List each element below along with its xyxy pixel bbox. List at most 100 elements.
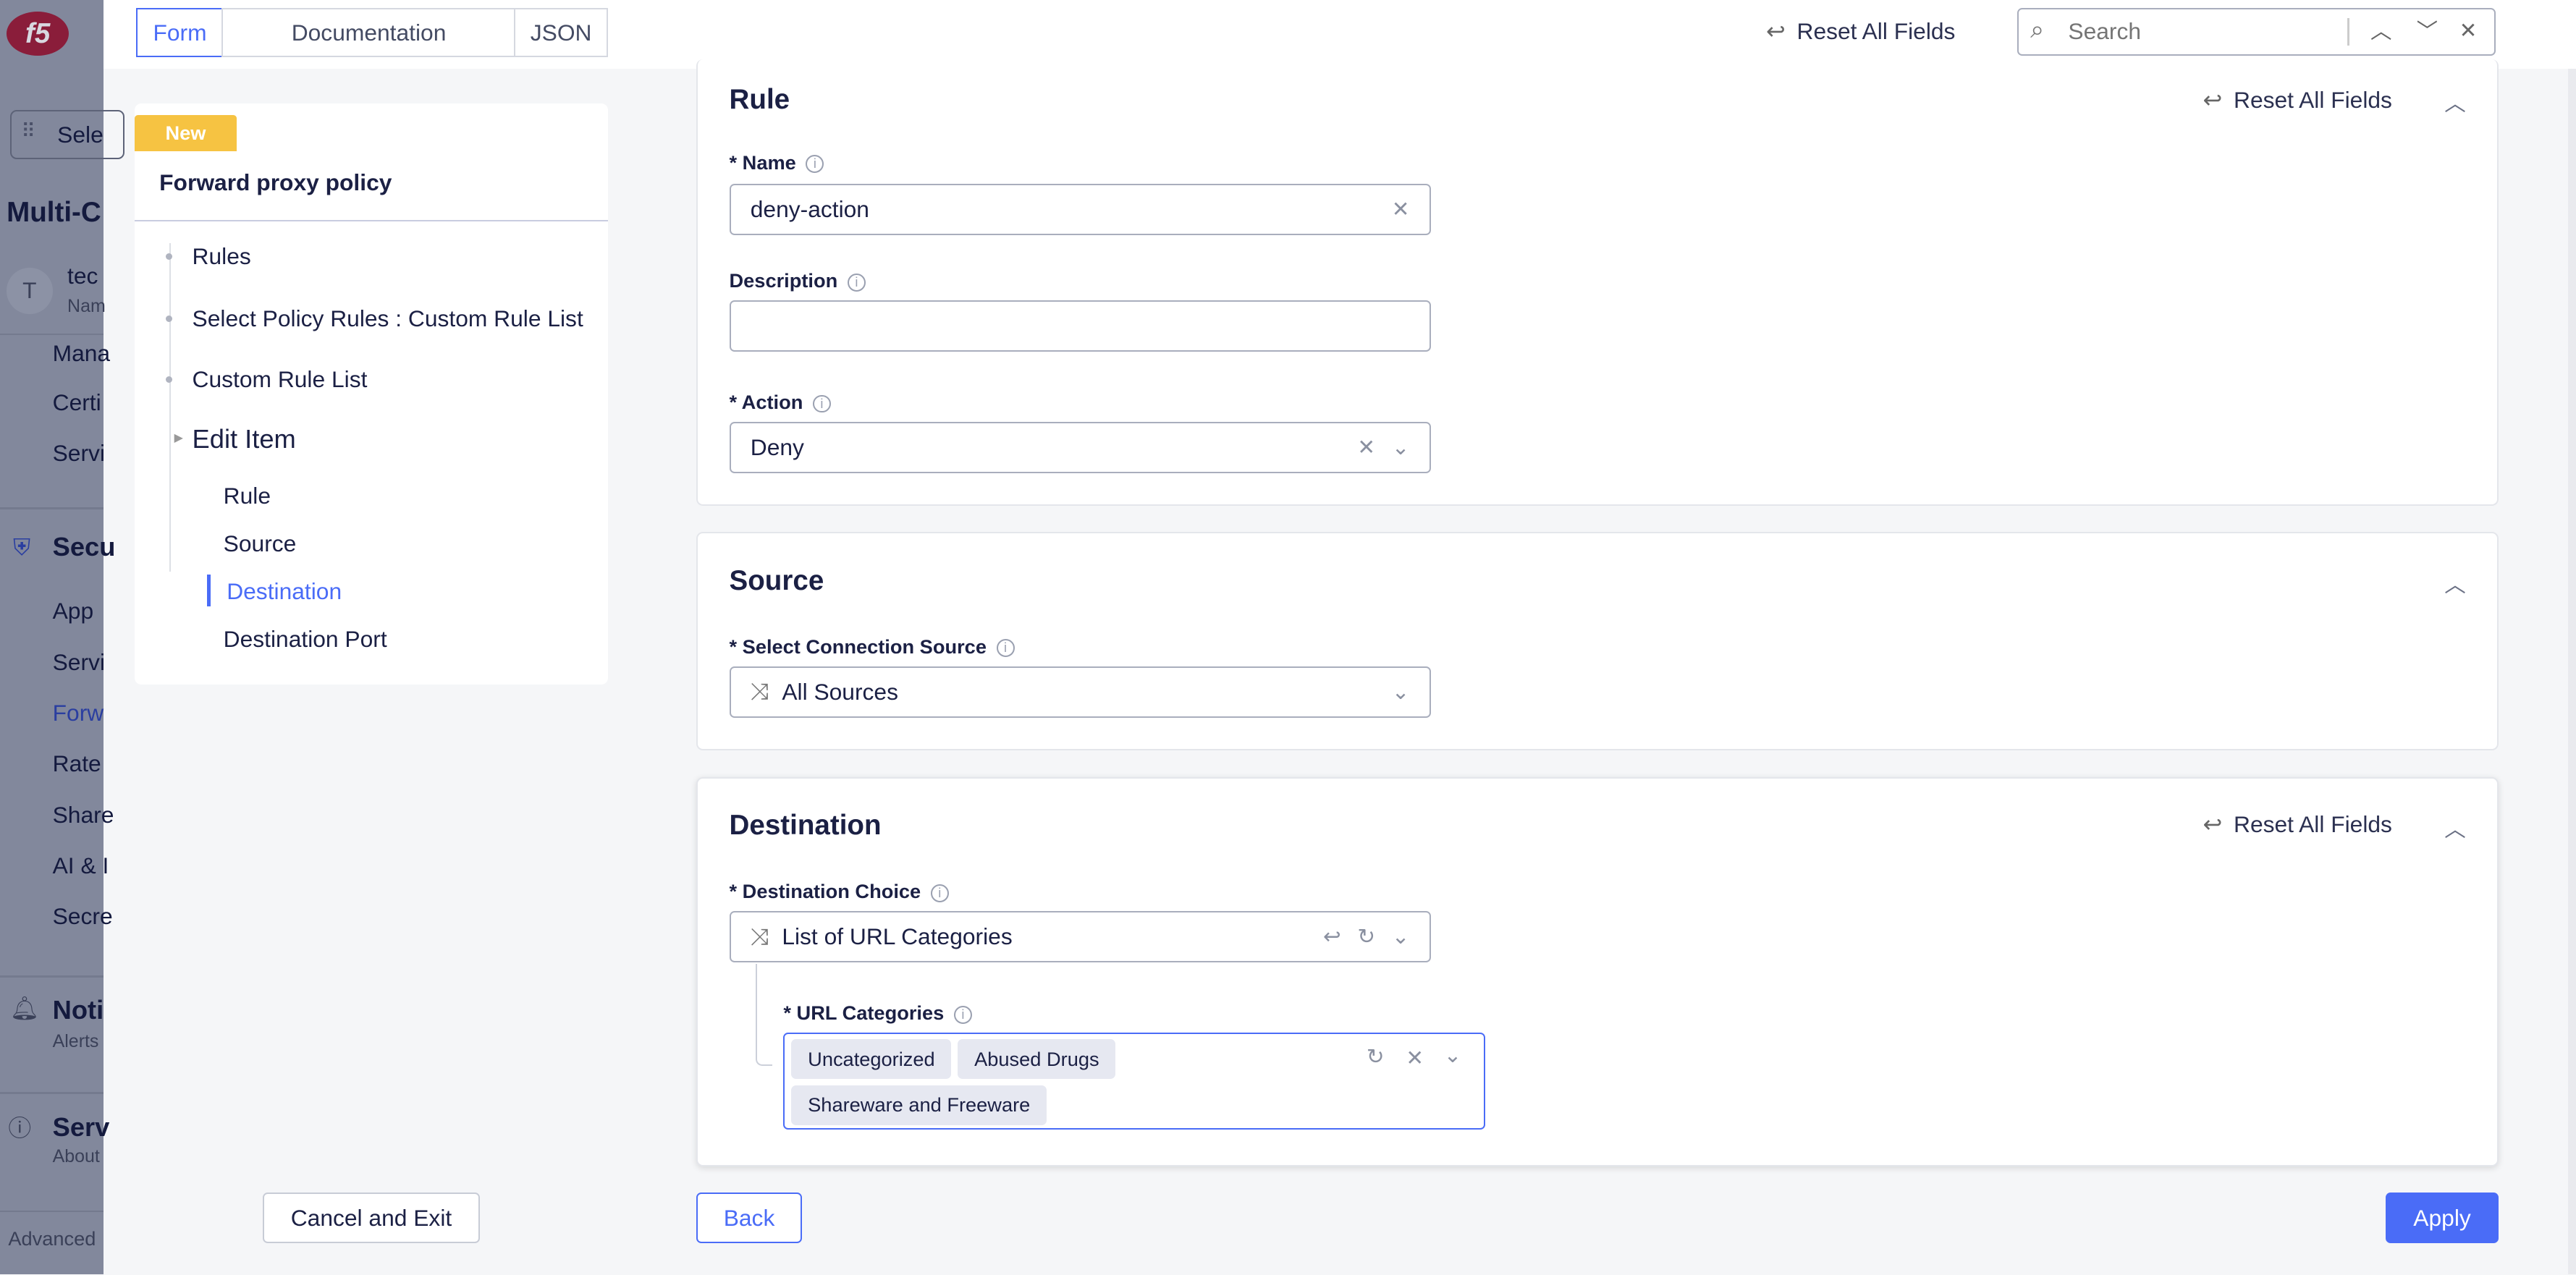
section-title: Rule — [729, 83, 790, 115]
action-select[interactable]: Deny ✕ ⌄ — [729, 422, 1431, 473]
nav-item-select-policy-rules[interactable]: Select Policy Rules : Custom Rule List — [192, 305, 583, 332]
sidebar-item[interactable]: Servi — [52, 648, 105, 675]
search-box[interactable]: ⌕ ︿ ﹀ ✕ — [2017, 8, 2496, 56]
clear-icon[interactable]: ✕ — [1357, 436, 1376, 459]
description-label: Description i — [730, 269, 866, 292]
chevron-down-icon[interactable]: ⌄ — [1391, 436, 1410, 459]
collapse-icon[interactable]: ︿ — [2444, 818, 2466, 842]
description-input[interactable] — [729, 300, 1431, 352]
nav-sub-source[interactable]: Source — [223, 530, 297, 557]
nav-item-rules[interactable]: Rules — [192, 242, 251, 269]
caret-right-icon: ▶ — [174, 431, 183, 444]
cancel-and-exit-button[interactable]: Cancel and Exit — [263, 1192, 480, 1244]
source-section: Source ︿ * Select Connection Source i ⤨ Al… — [696, 532, 2499, 751]
info-icon: i — [996, 639, 1015, 658]
collapse-icon[interactable]: ︿ — [2444, 92, 2466, 117]
category-chip[interactable]: Abused Drugs — [958, 1039, 1116, 1079]
new-badge: New — [135, 114, 237, 151]
sidebar-item[interactable]: Mana — [52, 339, 111, 366]
select-workspace-button[interactable]: ⠿ Sele — [9, 110, 125, 160]
connection-source-label: * Select Connection Source i — [730, 635, 1015, 658]
category-chip[interactable]: Uncategorized — [791, 1039, 952, 1079]
bell-icon: 🔔︎ — [9, 995, 39, 1022]
sidebar-sub: About — [52, 1146, 100, 1167]
clear-icon[interactable]: ✕ — [1391, 197, 1410, 221]
info-icon: i — [812, 394, 831, 413]
search-prev-icon[interactable]: ︿ — [2370, 20, 2392, 44]
search-icon: ⌕ — [2030, 16, 2045, 44]
nav-sub-destination-port[interactable]: Destination Port — [223, 625, 387, 652]
clear-icon[interactable]: ✕ — [1406, 1046, 1424, 1071]
connection-source-select[interactable]: ⤨ All Sources ⌄ — [729, 666, 1431, 718]
namespace-name[interactable]: tec — [67, 263, 98, 289]
close-icon[interactable]: ✕ — [2459, 18, 2478, 43]
reset-all-fields-button[interactable]: ↩ Reset All Fields — [2203, 811, 2392, 837]
tab-documentation[interactable]: Documentation — [221, 8, 516, 58]
tab-json[interactable]: JSON — [514, 8, 608, 58]
info-icon: i — [806, 155, 824, 174]
f5-logo: f5 — [7, 11, 69, 56]
namespace-label: Nam — [67, 295, 106, 316]
rule-section: Rule ↩ Reset All Fields ︿ * Name i deny-ac… — [696, 59, 2499, 507]
scrollbar[interactable] — [2567, 69, 2576, 1275]
apply-button[interactable]: Apply — [2385, 1192, 2499, 1244]
url-categories-multiselect[interactable]: Uncategorized Abused Drugs Shareware and … — [783, 1033, 1485, 1130]
url-categories-label: * URL Categories i — [783, 1001, 972, 1025]
search-next-icon[interactable]: ﹀ — [2416, 20, 2438, 44]
info-icon: ⓘ — [8, 1115, 32, 1142]
info-icon: i — [847, 273, 866, 292]
advanced-link[interactable]: Advanced — [8, 1227, 96, 1250]
choice-icon: ⤨ — [750, 678, 769, 705]
refresh-icon[interactable]: ↻ — [1357, 925, 1376, 949]
section-title: Destination — [729, 809, 882, 841]
action-label: * Action i — [730, 391, 831, 414]
nav-item-custom-rule-list[interactable]: Custom Rule List — [192, 366, 368, 393]
reset-all-fields-button[interactable]: ↩ Reset All Fields — [1766, 17, 1956, 44]
sidebar-item[interactable]: Rate — [52, 750, 101, 777]
workspace-title: Multi-C — [7, 197, 101, 229]
name-label: * Name i — [730, 151, 824, 174]
destination-section: Destination ↩ Reset All Fields ︿ * Destin… — [696, 776, 2499, 1166]
sidebar-section-notifications[interactable]: Noti — [52, 995, 104, 1025]
collapse-icon[interactable]: ︿ — [2444, 573, 2466, 598]
chevron-down-icon[interactable]: ⌄ — [1391, 679, 1410, 704]
sidebar-item[interactable]: Share — [52, 801, 114, 828]
tab-form[interactable]: Form — [136, 8, 224, 58]
undo-icon: ↩ — [2203, 811, 2223, 837]
sidebar-item[interactable]: Certi — [52, 389, 101, 415]
nav-item-edit-item[interactable]: Edit Item — [192, 423, 296, 454]
nav-sub-rule[interactable]: Rule — [223, 483, 271, 509]
chevron-down-icon[interactable]: ⌄ — [1443, 1043, 1462, 1067]
sidebar-section-security[interactable]: Secu — [52, 532, 116, 562]
category-chip[interactable]: Shareware and Freeware — [791, 1085, 1047, 1125]
reset-all-fields-button[interactable]: ↩ Reset All Fields — [2203, 87, 2392, 114]
undo-icon: ↩ — [1766, 17, 1786, 44]
refresh-icon[interactable]: ↻ — [1366, 1045, 1385, 1069]
choice-icon: ⤨ — [750, 923, 769, 949]
sidebar-item-forward-proxy[interactable]: Forw — [52, 699, 104, 726]
shield-icon: ⛨ — [13, 533, 30, 560]
info-icon: i — [930, 884, 949, 902]
sidebar-item[interactable]: AI & I — [52, 852, 109, 879]
sidebar-item[interactable]: Servi — [52, 440, 105, 467]
name-input[interactable]: deny-action ✕ — [729, 184, 1431, 235]
search-input[interactable] — [2068, 17, 2331, 45]
chevron-down-icon[interactable]: ⌄ — [1391, 925, 1410, 949]
destination-choice-select[interactable]: ⤨ List of URL Categories ↩ ↻ ⌄ — [729, 911, 1431, 962]
info-icon: i — [953, 1005, 972, 1024]
destination-choice-label: * Destination Choice i — [730, 880, 949, 903]
form-title: Forward proxy policy — [159, 169, 392, 195]
sidebar-item[interactable]: Secre — [52, 903, 113, 930]
undo-icon: ↩ — [2203, 87, 2223, 114]
modal-toolbar: Form Documentation JSON ↩ Reset All Field… — [103, 0, 2576, 69]
grid-icon: ⠿ — [21, 119, 36, 143]
back-button[interactable]: Back — [696, 1192, 802, 1244]
nav-sub-destination[interactable]: Destination — [227, 577, 342, 604]
app-sidebar: f5 ⠿ Sele Multi-C T tec Nam Mana Certi Se… — [0, 0, 125, 1275]
sidebar-section-services[interactable]: Serv — [52, 1111, 110, 1142]
sidebar-item[interactable]: App — [52, 598, 94, 624]
form-navigation: New Forward proxy policy Rules Select Po… — [135, 103, 608, 685]
undo-icon[interactable]: ↩ — [1322, 925, 1341, 949]
sidebar-sub: Alerts — [52, 1031, 99, 1052]
avatar: T — [7, 267, 53, 314]
